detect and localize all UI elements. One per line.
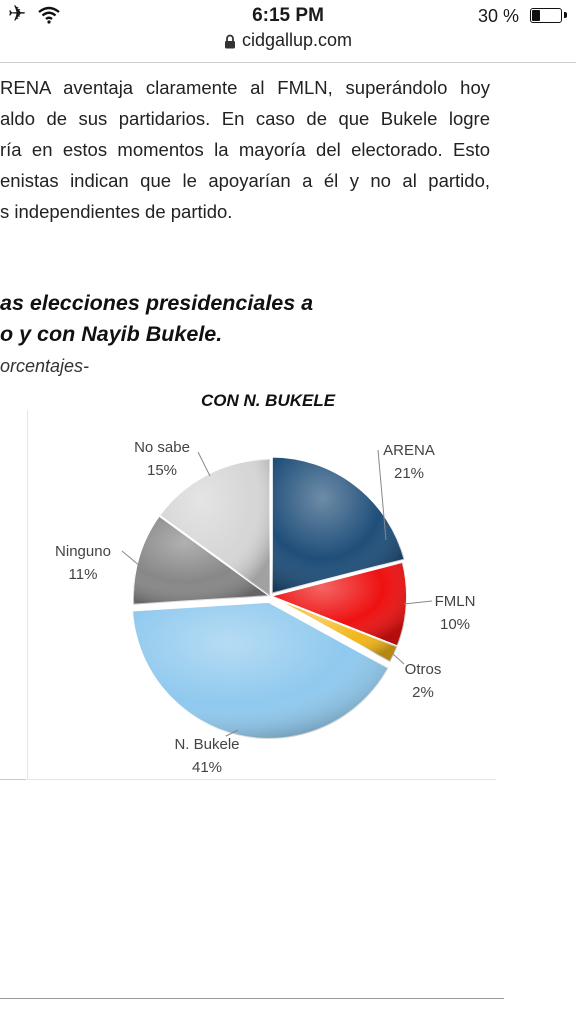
- figure-heading: as elecciones presidenciales a o y con N…: [0, 288, 313, 350]
- article-line: aldo de sus partidarios. En caso de que …: [0, 108, 490, 129]
- page-divider: [0, 998, 504, 999]
- slice-label-ninguno: Ninguno: [55, 543, 111, 560]
- figure-heading-line: as elecciones presidenciales a: [0, 291, 314, 315]
- slice-value-no-sabe: 15%: [147, 462, 177, 479]
- slice-value-n-bukele: 41%: [192, 759, 222, 776]
- battery-icon: [530, 8, 562, 23]
- slice-value-arena: 21%: [394, 465, 424, 482]
- airplane-icon: ✈: [8, 2, 27, 27]
- status-time: 6:15 PM: [252, 5, 324, 26]
- pie-slice-shading: [159, 459, 270, 596]
- slice-label-n-bukele: N. Bukele: [174, 736, 239, 753]
- leader-line-arena: [377, 449, 387, 541]
- status-bar: ✈ 6:15 PM 30 %: [0, 0, 576, 30]
- figure-heading-line: o y con Nayib Bukele.: [0, 322, 223, 346]
- article-line: ría en estos momentos la mayoría del ele…: [0, 139, 490, 160]
- pie-slice-shading: [270, 561, 407, 647]
- chart-panel-border: [27, 410, 28, 780]
- battery-percentage: 30 %: [478, 6, 520, 26]
- article-line: enistas indican que le apoyarían a él y …: [0, 170, 490, 191]
- battery-tip: [564, 12, 567, 18]
- slice-label-no-sabe: No sabe: [134, 439, 190, 456]
- slice-label-arena: ARENA: [383, 442, 435, 459]
- pie-slice-shading: [131, 601, 389, 739]
- leader-line-n-bukele: [225, 729, 239, 737]
- left-chart-fragment: [0, 779, 26, 780]
- address-bar[interactable]: cidgallup.com: [0, 30, 576, 58]
- chart-title: CON N. BUKELE: [201, 391, 336, 410]
- pie-chart: CON N. BUKELE ARENA 21% FMLN 10% Otros 2% N. B…: [55, 391, 475, 776]
- leader-line-ninguno: [121, 550, 141, 567]
- article-line: RENA aventaja claramente al FMLN, superá…: [0, 77, 490, 98]
- slice-value-otros: 2%: [412, 684, 434, 701]
- pie-slice-shading: [133, 515, 270, 605]
- article-line: s independientes de partido.: [0, 201, 233, 222]
- pie-slice-shading: [270, 596, 398, 663]
- lock-icon: [224, 34, 235, 49]
- article-paragraph: RENA aventaja claramente al FMLN, superá…: [0, 72, 490, 227]
- pie-slice-shading: [271, 456, 405, 594]
- url-text: cidgallup.com: [241, 30, 353, 50]
- pie-labels: ARENA 21% FMLN 10% Otros 2% N. Bukele 41% Ningun…: [55, 439, 475, 776]
- pie-slices: [130, 455, 408, 740]
- slice-value-ninguno: 11%: [69, 566, 98, 583]
- slice-label-otros: Otros: [405, 661, 442, 678]
- leader-line-otros: [392, 653, 405, 665]
- chart-panel-border: [28, 779, 496, 780]
- wifi-icon: [38, 6, 60, 24]
- address-bar-divider: [0, 62, 576, 63]
- slice-label-fmln: FMLN: [435, 593, 476, 610]
- figure-subtitle: orcentajes-: [0, 356, 90, 376]
- leader-line-fmln: [403, 600, 433, 605]
- slice-value-fmln: 10%: [440, 616, 470, 633]
- leader-line-no-sabe: [197, 451, 211, 477]
